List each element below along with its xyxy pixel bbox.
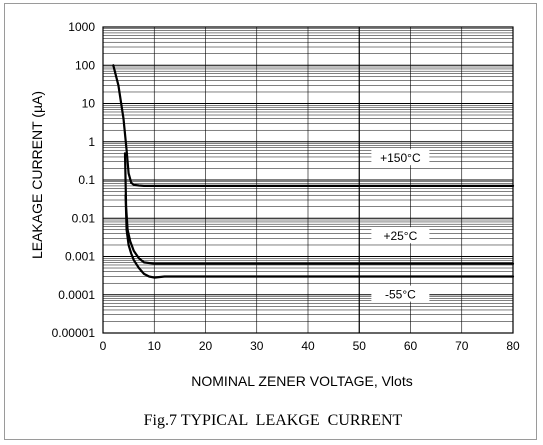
x-tick-label: 70 — [455, 339, 469, 353]
y-tick-label: 10 — [82, 97, 96, 111]
y-tick-label: 0.001 — [65, 250, 95, 264]
y-tick-label: 0.0001 — [58, 288, 95, 302]
x-axis-label: NOMINAL ZENER VOLTAGE, Vlots — [191, 373, 412, 389]
series-label-3: -55°C — [385, 288, 416, 302]
series-line-3 — [124, 194, 515, 279]
y-tick-label: 1000 — [68, 20, 95, 34]
figure-frame — [4, 3, 537, 440]
series-label-bg — [371, 285, 430, 302]
plot-area-border — [102, 26, 514, 334]
series-label-bg — [371, 149, 430, 166]
figure-caption: Fig.7 TYPICAL LEAKGE CURRENT — [144, 412, 403, 429]
y-tick-label: 100 — [75, 58, 95, 72]
series-label-1: +150°C — [380, 151, 421, 165]
x-tick-label: 60 — [404, 339, 418, 353]
x-tick-label: 10 — [148, 339, 162, 353]
y-tick-label: 0.00001 — [52, 326, 96, 340]
series-label-bg — [371, 227, 430, 244]
grid-lines — [103, 27, 513, 333]
series-line-1 — [112, 64, 515, 187]
y-tick-label: 0.1 — [78, 173, 95, 187]
series-line-2 — [123, 152, 515, 265]
x-tick-label: 20 — [199, 339, 213, 353]
x-tick-label: 30 — [250, 339, 264, 353]
x-tick-label: 80 — [506, 339, 520, 353]
y-axis-label: LEAKAGE CURRENT (µA) — [29, 91, 45, 259]
y-tick-label: 1 — [88, 135, 95, 149]
y-tick-label: 0.01 — [72, 211, 96, 225]
x-tick-label: 50 — [353, 339, 367, 353]
series-label-2: +25°C — [383, 229, 417, 243]
x-tick-label: 40 — [301, 339, 315, 353]
x-tick-label: 0 — [100, 339, 107, 353]
